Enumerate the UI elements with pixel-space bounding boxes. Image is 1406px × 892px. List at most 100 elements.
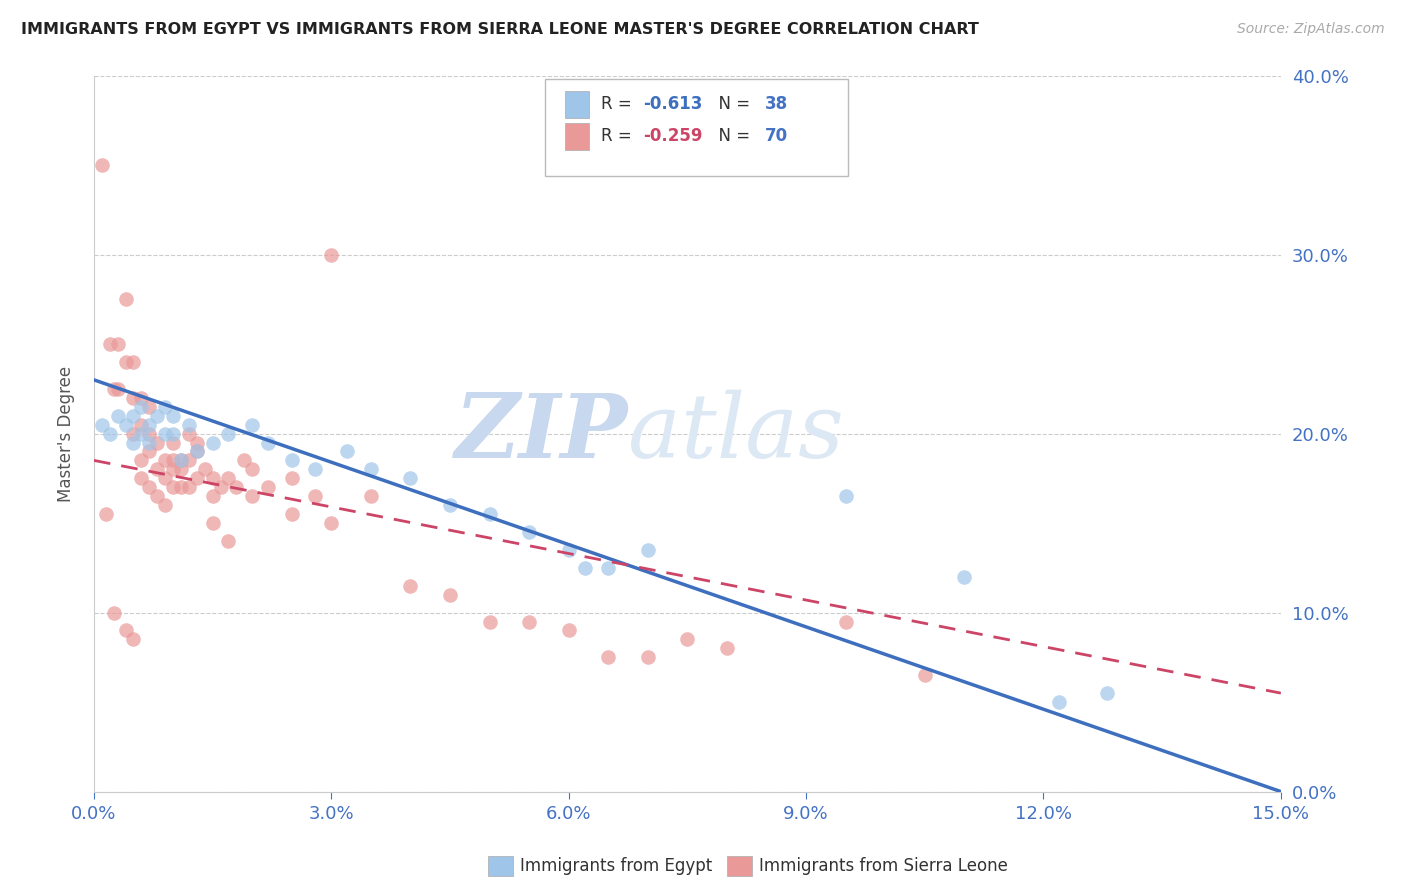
Point (304, 462, 326, 476)
Point (114, 293, 136, 307)
Point (598, 561, 620, 575)
Point (177, 480, 200, 494)
FancyBboxPatch shape (546, 79, 848, 176)
Point (201, 516, 224, 530)
Point (217, 426, 239, 441)
Text: Immigrants from Sierra Leone: Immigrants from Sierra Leone (759, 857, 1008, 875)
Point (103, 382, 125, 396)
Point (138, 435, 160, 450)
Text: 38: 38 (765, 95, 787, 113)
Point (257, 480, 280, 494)
Point (240, 417, 263, 432)
Point (186, 444, 208, 458)
Point (94, 507, 117, 521)
Point (517, 615, 540, 629)
Point (122, 409, 145, 423)
Point (240, 462, 263, 476)
Point (138, 426, 160, 441)
Point (131, 417, 153, 432)
Point (177, 453, 200, 467)
Point (360, 489, 382, 503)
Point (170, 462, 193, 476)
Point (517, 524, 540, 539)
Point (131, 400, 153, 414)
Point (146, 462, 169, 476)
Point (676, 632, 699, 647)
Point (146, 489, 169, 503)
Point (201, 471, 224, 485)
Point (146, 409, 169, 423)
Point (131, 391, 153, 405)
Point (114, 624, 136, 638)
Text: Source: ZipAtlas.com: Source: ZipAtlas.com (1237, 22, 1385, 37)
Point (170, 453, 193, 467)
Point (122, 391, 145, 405)
Point (162, 480, 184, 494)
Point (953, 570, 976, 584)
Text: atlas: atlas (628, 390, 844, 477)
Point (138, 400, 160, 414)
Text: Immigrants from Egypt: Immigrants from Egypt (520, 857, 713, 875)
Point (225, 480, 247, 494)
Point (170, 480, 193, 494)
Point (360, 462, 382, 476)
Point (114, 355, 136, 369)
Text: R =: R = (600, 95, 637, 113)
Point (162, 453, 184, 467)
Point (153, 400, 176, 414)
Point (98, 337, 121, 351)
Point (90, 417, 112, 432)
Point (162, 409, 184, 423)
Point (194, 462, 217, 476)
Point (146, 435, 169, 450)
Point (177, 417, 200, 432)
Text: N =: N = (707, 128, 755, 145)
Point (122, 355, 145, 369)
Y-axis label: Master's Degree: Master's Degree (58, 366, 75, 501)
Point (131, 453, 153, 467)
Point (574, 561, 596, 575)
Point (257, 435, 280, 450)
Point (233, 453, 256, 467)
Point (107, 337, 129, 351)
Point (201, 435, 224, 450)
Point (98, 426, 121, 441)
Point (321, 247, 343, 261)
Point (122, 632, 145, 647)
Text: R =: R = (600, 128, 637, 145)
Point (103, 606, 125, 620)
Bar (565, 91, 589, 118)
Text: IMMIGRANTS FROM EGYPT VS IMMIGRANTS FROM SIERRA LEONE MASTER'S DEGREE CORRELATIO: IMMIGRANTS FROM EGYPT VS IMMIGRANTS FROM… (21, 22, 979, 37)
Point (439, 498, 461, 512)
Point (557, 624, 579, 638)
Point (478, 615, 501, 629)
Point (598, 650, 620, 665)
Point (122, 426, 145, 441)
Point (90, 158, 112, 172)
Point (834, 489, 856, 503)
Point (138, 480, 160, 494)
Text: -0.613: -0.613 (644, 95, 703, 113)
Point (186, 435, 208, 450)
Point (557, 542, 579, 557)
Point (336, 444, 359, 458)
Point (478, 507, 501, 521)
Point (281, 471, 304, 485)
Point (153, 453, 176, 467)
Point (162, 462, 184, 476)
Point (138, 417, 160, 432)
Text: -0.259: -0.259 (644, 128, 703, 145)
Point (834, 615, 856, 629)
Point (637, 650, 659, 665)
Point (637, 542, 659, 557)
Point (201, 489, 224, 503)
Point (281, 453, 304, 467)
Point (138, 444, 160, 458)
Point (716, 641, 738, 656)
Point (281, 507, 304, 521)
Point (153, 426, 176, 441)
Point (186, 444, 208, 458)
Point (1047, 695, 1070, 709)
Text: ZIP: ZIP (454, 391, 628, 477)
Point (186, 471, 208, 485)
